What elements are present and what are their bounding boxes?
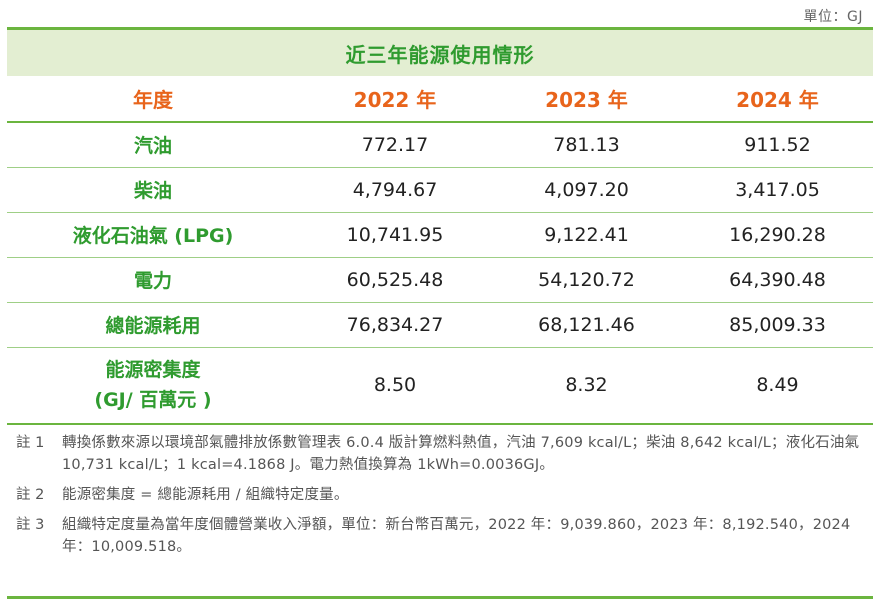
unit-label: 單位：GJ [803,9,863,25]
footnote-text: 能源密集度 = 總能源耗用 / 組織特定度量。 [62,487,349,503]
footnote-label: 註 3 [16,517,45,533]
row-label: 電力 [7,257,299,303]
energy-table-container: 近三年能源使用情形 年度 2022 年 2023 年 2024 年 汽油 772… [7,27,873,425]
cell-value: 772.17 [299,122,491,168]
table-row-gasoline: 汽油 772.17 781.13 911.52 [7,122,873,168]
header-2023: 2023 年 [491,76,682,123]
header-2022: 2022 年 [299,76,491,123]
bottom-rule [7,596,873,599]
table-row-diesel: 柴油 4,794.67 4,097.20 3,417.05 [7,167,873,213]
row-label: 柴油 [7,167,299,213]
cell-value: 68,121.46 [491,302,682,348]
top-rule [7,27,873,30]
footnote-text: 組織特定度量為當年度個體營業收入淨額，單位：新台幣百萬元，2022 年：9,03… [62,517,851,555]
footnote-2: 註 2 能源密集度 = 總能源耗用 / 組織特定度量。 [16,484,868,506]
row-label: 總能源耗用 [7,302,299,348]
table-row-total-energy: 總能源耗用 76,834.27 68,121.46 85,009.33 [7,302,873,348]
cell-value: 4,794.67 [299,167,491,213]
table-row-electricity: 電力 60,525.48 54,120.72 64,390.48 [7,257,873,303]
energy-usage-table: 年度 2022 年 2023 年 2024 年 汽油 772.17 781.13… [7,76,873,425]
header-2024: 2024 年 [682,76,873,123]
row-label-line1: 能源密集度 [105,359,201,382]
footnote-label: 註 1 [16,435,45,451]
footnotes: 註 1 轉換係數來源以環境部氣體排放係數管理表 6.0.4 版計算燃料熱值，汽油… [16,432,868,566]
cell-value: 76,834.27 [299,302,491,348]
table-title: 近三年能源使用情形 [7,30,873,76]
footnote-3: 註 3 組織特定度量為當年度個體營業收入淨額，單位：新台幣百萬元，2022 年：… [16,514,868,558]
cell-value: 3,417.05 [682,167,873,213]
footnote-label: 註 2 [16,487,45,503]
footnote-1: 註 1 轉換係數來源以環境部氣體排放係數管理表 6.0.4 版計算燃料熱值，汽油… [16,432,868,476]
cell-value: 4,097.20 [491,167,682,213]
row-label: 能源密集度 (GJ/ 百萬元 ) [7,347,299,425]
cell-value: 54,120.72 [491,257,682,303]
row-label: 汽油 [7,122,299,168]
cell-value: 85,009.33 [682,302,873,348]
cell-value: 64,390.48 [682,257,873,303]
cell-value: 10,741.95 [299,212,491,258]
table-row-energy-intensity: 能源密集度 (GJ/ 百萬元 ) 8.50 8.32 8.49 [7,347,873,425]
footnote-text: 轉換係數來源以環境部氣體排放係數管理表 6.0.4 版計算燃料熱值，汽油 7,6… [62,435,860,473]
cell-value: 911.52 [682,122,873,168]
cell-value: 9,122.41 [491,212,682,258]
row-label-line2: (GJ/ 百萬元 ) [94,389,212,412]
cell-value: 8.49 [682,347,873,425]
row-label: 液化石油氣 (LPG) [7,212,299,258]
table-row-lpg: 液化石油氣 (LPG) 10,741.95 9,122.41 16,290.28 [7,212,873,258]
cell-value: 8.32 [491,347,682,425]
cell-value: 8.50 [299,347,491,425]
cell-value: 16,290.28 [682,212,873,258]
cell-value: 60,525.48 [299,257,491,303]
header-row: 年度 2022 年 2023 年 2024 年 [7,76,873,123]
cell-value: 781.13 [491,122,682,168]
header-year: 年度 [7,76,299,123]
